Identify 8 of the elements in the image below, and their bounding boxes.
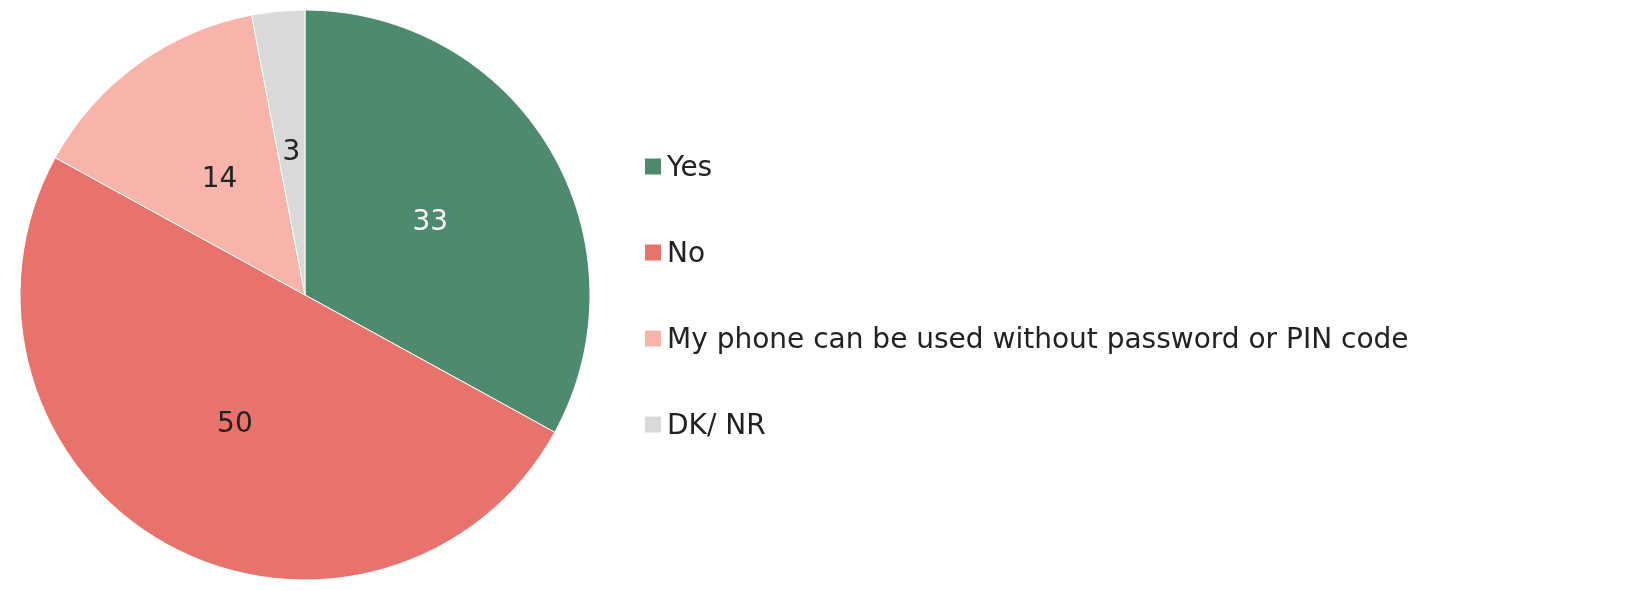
data-label: 50: [217, 406, 253, 439]
legend-label: DK/ NR: [667, 408, 766, 441]
legend-label: No: [667, 236, 706, 269]
data-label: 3: [282, 133, 301, 167]
data-label: 33: [412, 204, 449, 238]
legend-label: Yes: [666, 150, 713, 183]
data-label: 14: [201, 160, 238, 194]
legend-label: My phone can be used without password or PIN code: [667, 322, 1409, 355]
